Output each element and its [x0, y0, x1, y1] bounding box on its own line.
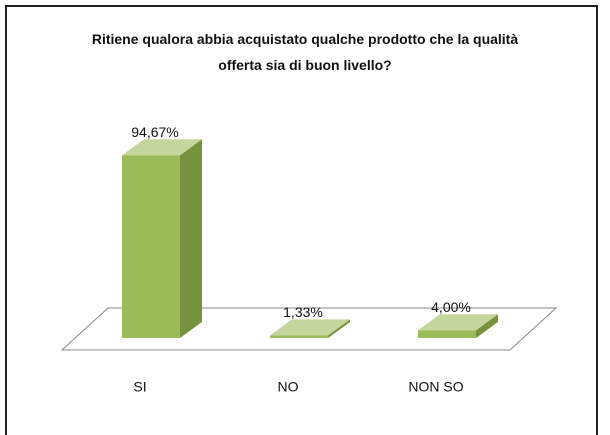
value-label: 4,00%: [431, 299, 471, 315]
x-tick-label: NON SO: [408, 379, 463, 395]
chart-title: Ritiene qualora abbia acquistato qualche…: [91, 31, 519, 73]
bar-top: [122, 139, 202, 156]
bar-top: [270, 319, 350, 336]
bar-top: [418, 314, 498, 331]
bar-side: [476, 314, 498, 338]
bar-side: [180, 139, 202, 338]
x-tick-label: SI: [133, 379, 146, 395]
value-label: 94,67%: [131, 124, 178, 140]
x-tick-label: NO: [278, 379, 299, 395]
bar: [270, 335, 328, 338]
value-label: 1,33%: [283, 304, 323, 320]
bar: [418, 330, 476, 338]
bar-side: [328, 319, 350, 338]
bar: [122, 155, 180, 338]
chart-frame: [5, 5, 598, 435]
chart: 94,67% SI 1,33% NO 4,00% NON SO: [60, 124, 558, 395]
